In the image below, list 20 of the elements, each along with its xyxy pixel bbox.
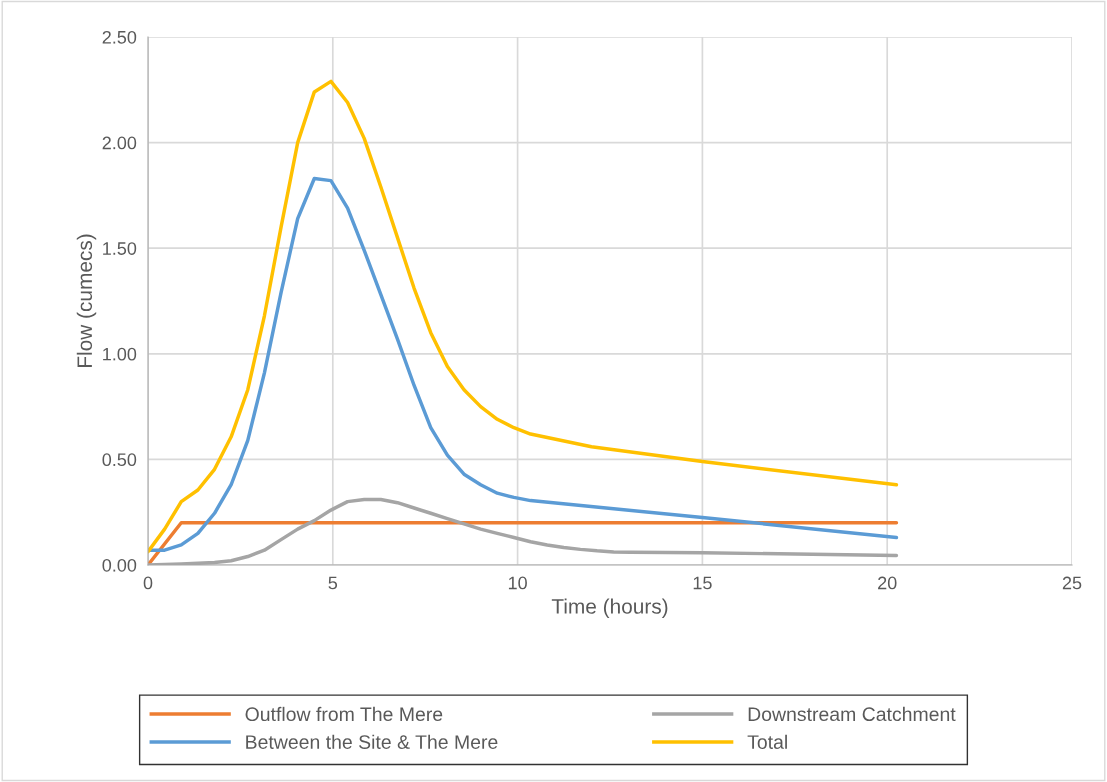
y-axis-title: Flow (cumecs) bbox=[76, 234, 97, 367]
y-tick-label: 0.00 bbox=[102, 558, 137, 572]
legend-label: Downstream Catchment bbox=[748, 706, 956, 722]
x-tick-label: 15 bbox=[693, 576, 712, 590]
x-tick-label: 5 bbox=[328, 576, 338, 590]
line-series bbox=[148, 176, 899, 552]
legend-label: Total bbox=[747, 734, 787, 749]
y-tick-label: 2.00 bbox=[102, 136, 137, 150]
legend-label: Outflow from The Mere bbox=[245, 706, 443, 722]
line-series bbox=[148, 79, 899, 554]
y-tick-label: 2.50 bbox=[102, 30, 137, 44]
x-tick-label: 20 bbox=[878, 576, 897, 590]
y-tick-label: 0.50 bbox=[102, 453, 137, 467]
y-tick-label: 1.50 bbox=[103, 242, 137, 255]
x-tick-label: 25 bbox=[1062, 576, 1082, 590]
x-tick-label: 10 bbox=[508, 576, 527, 590]
x-axis-title: Time (hours) bbox=[551, 598, 668, 618]
x-tick-label: 0 bbox=[143, 576, 153, 590]
legend-label: Between the Site & The Mere bbox=[246, 734, 498, 749]
y-tick-label: 1.00 bbox=[103, 347, 137, 361]
